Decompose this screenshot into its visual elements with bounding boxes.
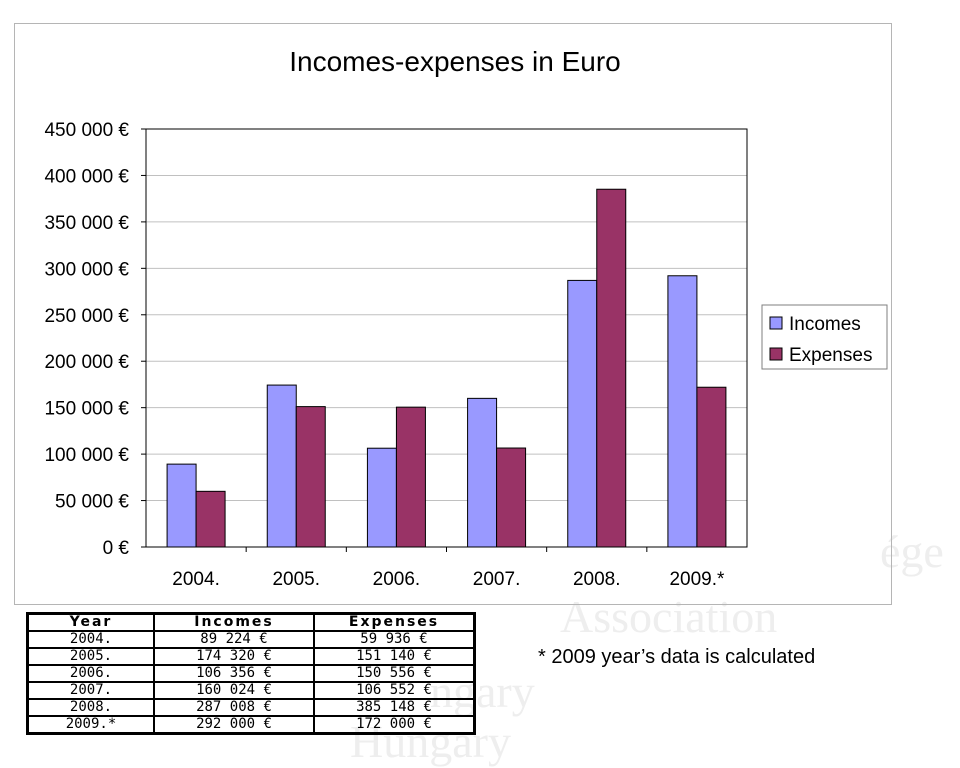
table-cell-expenses: 172 000 € — [314, 716, 474, 733]
table-cell-incomes: 287 008 € — [154, 699, 314, 716]
table-cell-incomes: 292 000 € — [154, 716, 314, 733]
table-cell-year: 2009.* — [28, 716, 154, 733]
table-cell-year: 2008. — [28, 699, 154, 716]
y-tick-label: 250 000 € — [44, 306, 129, 327]
y-tick-label: 100 000 € — [44, 445, 129, 466]
bar-expenses — [195, 490, 226, 548]
x-tick-label: 2005. — [272, 569, 320, 590]
table-row: 2005. 174 320 € 151 140 € — [28, 648, 474, 665]
x-tick-labels: 2004. 2005. 2006. 2007. 2008. 2009.* — [172, 547, 725, 590]
y-tick-label: 350 000 € — [44, 213, 129, 234]
y-tick-label: 450 000 € — [44, 120, 129, 141]
bars — [166, 188, 727, 548]
table-header-incomes: Incomes — [154, 614, 314, 631]
bar-expenses — [696, 386, 727, 548]
table-cell-expenses: 150 556 € — [314, 665, 474, 682]
x-tick-label: 2007. — [473, 569, 521, 590]
table-cell-incomes: 106 356 € — [154, 665, 314, 682]
legend-swatch-expenses — [769, 347, 783, 361]
y-tick-label: 50 000 € — [55, 492, 129, 513]
axes — [145, 128, 748, 548]
data-table: Year Incomes Expenses 2004. 89 224 € 59 … — [26, 612, 476, 735]
table-cell-expenses: 151 140 € — [314, 648, 474, 665]
table-cell-incomes: 160 024 € — [154, 682, 314, 699]
y-tick-labels: 0 € 50 000 € 100 000 € 150 000 € 200 000 € 25… — [44, 120, 129, 559]
legend-label-incomes: Incomes — [789, 314, 861, 335]
chart-frame: Incomes-expenses in Euro 0 € 50 000 € 100 … — [14, 23, 892, 605]
bar-incomes — [266, 384, 297, 548]
table-header-row: Year Incomes Expenses — [28, 614, 474, 631]
table-row: 2004. 89 224 € 59 936 € — [28, 631, 474, 648]
table-row: 2007. 160 024 € 106 552 € — [28, 682, 474, 699]
table-cell-expenses: 59 936 € — [314, 631, 474, 648]
table-row: 2006. 106 356 € 150 556 € — [28, 665, 474, 682]
y-tick-label: 0 € — [103, 538, 130, 559]
table-cell-incomes: 174 320 € — [154, 648, 314, 665]
legend-label-expenses: Expenses — [789, 345, 872, 366]
footnote: * 2009 year’s data is calculated — [538, 646, 816, 668]
y-tick-label: 300 000 € — [44, 259, 129, 280]
x-tick-label: 2004. — [172, 569, 220, 590]
bar-expenses — [496, 447, 527, 548]
legend: Incomes Expenses — [761, 304, 888, 370]
bar-chart: Incomes-expenses in Euro 0 € 50 000 € 100 … — [44, 46, 888, 590]
plot-area-border — [145, 128, 748, 548]
x-tick-label: 2008. — [573, 569, 621, 590]
table-row: 2008. 287 008 € 385 148 € — [28, 699, 474, 716]
bar-incomes — [166, 463, 197, 548]
bar-incomes — [667, 275, 698, 548]
table-cell-expenses: 385 148 € — [314, 699, 474, 716]
legend-box — [761, 304, 888, 370]
y-tick-label: 400 000 € — [44, 166, 129, 187]
gridlines — [141, 128, 747, 548]
table-row: 2009.* 292 000 € 172 000 € — [28, 716, 474, 733]
table-header-year: Year — [28, 614, 154, 631]
table-cell-expenses: 106 552 € — [314, 682, 474, 699]
bar-incomes — [366, 447, 397, 548]
table-cell-year: 2004. — [28, 631, 154, 648]
bar-expenses — [295, 406, 326, 548]
bar-incomes — [467, 397, 498, 548]
bar-expenses — [596, 188, 627, 548]
table-cell-incomes: 89 224 € — [154, 631, 314, 648]
table-header-expenses: Expenses — [314, 614, 474, 631]
bar-expenses — [395, 406, 426, 548]
x-tick-label: 2009.* — [669, 569, 725, 590]
y-tick-label: 150 000 € — [44, 399, 129, 420]
x-tick-label: 2006. — [373, 569, 421, 590]
table-cell-year: 2006. — [28, 665, 154, 682]
bar-incomes — [567, 279, 598, 548]
chart-title: Incomes-expenses in Euro — [289, 46, 621, 77]
table-cell-year: 2005. — [28, 648, 154, 665]
table-cell-year: 2007. — [28, 682, 154, 699]
y-tick-label: 200 000 € — [44, 352, 129, 373]
legend-swatch-incomes — [769, 316, 783, 330]
